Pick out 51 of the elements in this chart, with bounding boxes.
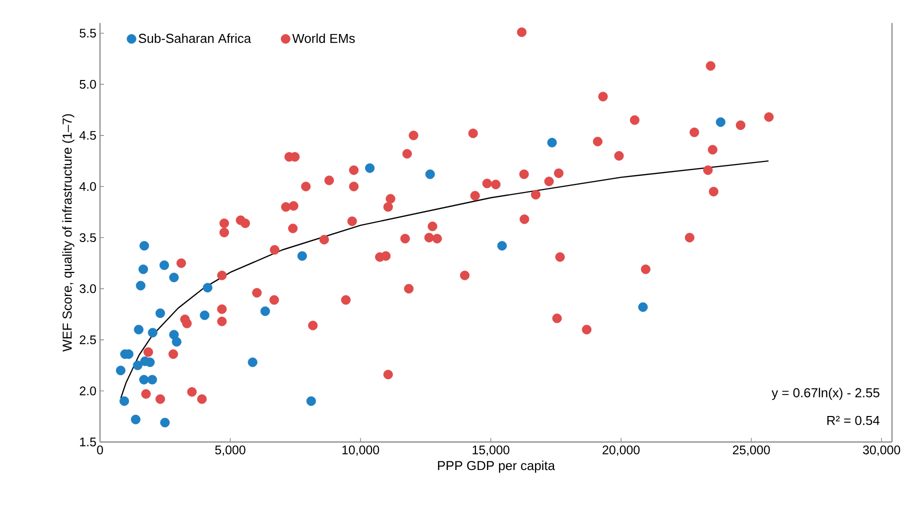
point [547,138,557,148]
point [172,337,182,347]
point [160,418,170,428]
point [130,414,140,424]
annotation: R² = 0.54 [827,416,880,426]
point [638,302,648,312]
point [202,282,212,292]
point [365,163,375,173]
point [297,251,307,261]
point [497,241,507,251]
point [425,169,435,180]
point [138,264,148,274]
x-axis-title: PPP GDP per capita [438,460,556,473]
point [716,117,726,127]
point [155,308,166,318]
point [169,272,179,282]
point [116,366,126,376]
y-tick-label: 4.5 [79,131,96,140]
x-tick-label: 25,000 [732,446,770,456]
point [200,310,210,320]
point [306,396,316,406]
x-tick-label: 20,000 [602,446,640,456]
y-tick-label: 4.0 [79,182,96,191]
x-tick-label: 5,000 [215,446,246,456]
point [136,280,146,290]
point [120,396,130,406]
point [248,358,258,368]
point [147,374,158,384]
legend-label: World EMs [292,33,355,43]
y-tick-label: 1.5 [80,438,96,446]
x-tick-label: 30,000 [863,446,900,456]
y-axis-title: WEF Score, quality of infrastructure (1–7) [62,114,74,352]
y-tick-label: 5.5 [80,28,96,38]
y-tick-label: 5.0 [80,80,96,89]
point [145,358,155,368]
point [148,328,158,338]
y-tick-label: 2.5 [80,335,96,344]
annotation: y = 0.67ln(x) - 2.55 [772,388,880,400]
point [132,360,142,370]
point [159,260,170,270]
point [139,374,149,384]
legend-label: Sub-Saharan Africa [138,33,252,43]
x-tick-label: 15,000 [472,446,510,456]
y-tick-label: 3.0 [80,284,96,294]
point [260,306,270,316]
y-tick-label: 3.5 [80,233,96,242]
y-tick-label: 2.0 [80,386,96,396]
x-tick-label: 0 [97,446,103,454]
point [139,241,150,251]
point [134,324,144,334]
x-tick-label: 10,000 [342,446,380,456]
